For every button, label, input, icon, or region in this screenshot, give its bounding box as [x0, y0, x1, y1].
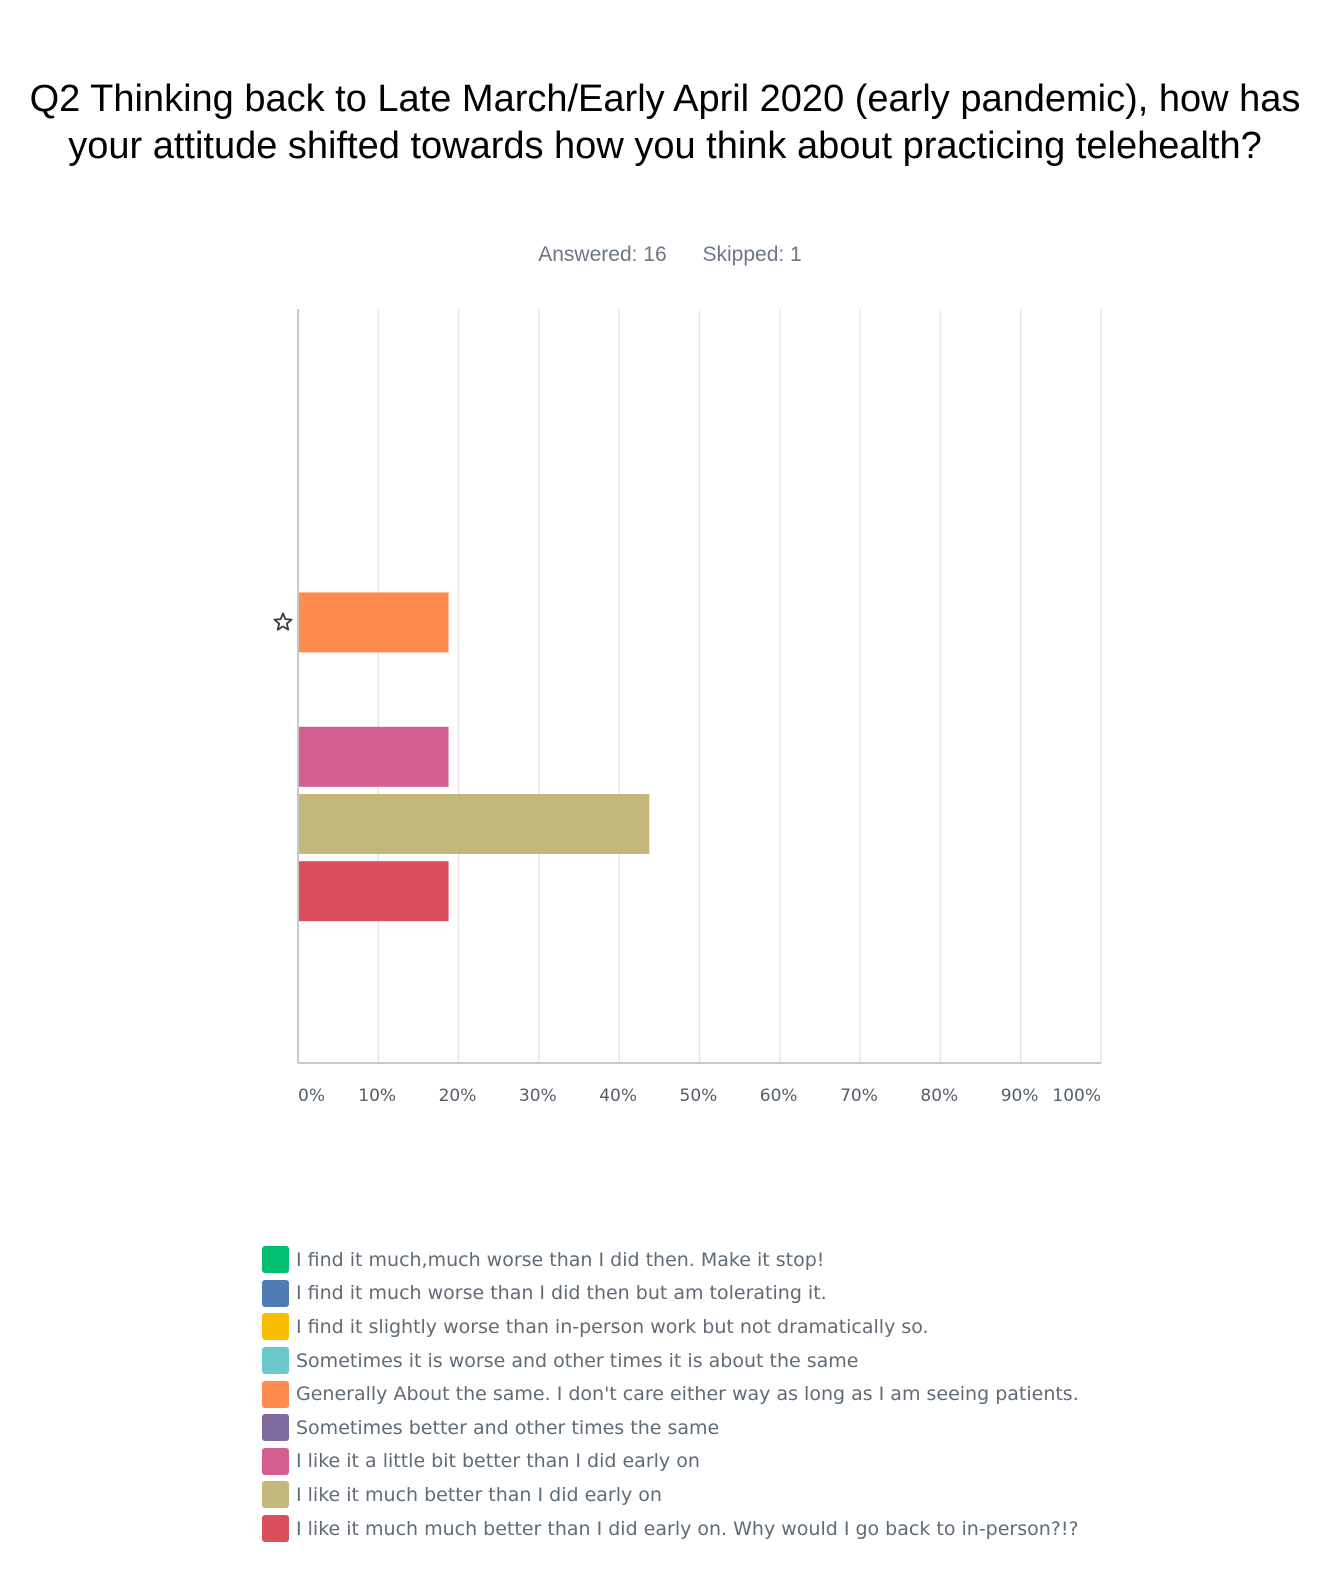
x-tick-label: 10% [358, 1086, 396, 1106]
legend-swatch [262, 1380, 289, 1408]
chart-bars [299, 592, 650, 922]
legend-label: I like it much better than I did early o… [296, 1483, 662, 1506]
chart-gridlines [377, 309, 1102, 1063]
legend-swatch [262, 1414, 289, 1442]
legend-label: I find it much,much worse than I did the… [296, 1248, 825, 1271]
legend-swatch [262, 1279, 289, 1307]
bar[interactable] [299, 726, 449, 787]
chart-legend: I find it much,much worse than I did the… [262, 1243, 1079, 1545]
bar[interactable] [299, 592, 449, 653]
chart-axis [297, 309, 1101, 1064]
legend-swatch [262, 1246, 289, 1274]
chart-markers [273, 612, 293, 631]
x-tick-label: 100% [1052, 1086, 1101, 1106]
legend-item: I like it much better than I did early o… [262, 1478, 1079, 1512]
x-tick-label: 40% [599, 1086, 637, 1106]
x-tick-label: 90% [1001, 1086, 1039, 1106]
legend-item: Sometimes it is worse and other times it… [262, 1344, 1079, 1378]
star-icon[interactable] [273, 612, 293, 631]
legend-label: I find it slightly worse than in-person … [296, 1315, 929, 1338]
legend-item: I find it much worse than I did then but… [262, 1277, 1079, 1311]
x-tick-label: 60% [760, 1086, 798, 1106]
legend-label: I like it a little bit better than I did… [296, 1450, 700, 1473]
legend-swatch [262, 1313, 289, 1341]
legend-item: I find it slightly worse than in-person … [262, 1310, 1079, 1344]
legend-label: Generally About the same. I don't care e… [296, 1383, 1079, 1406]
chart-title: Q2 Thinking back to Late March/Early Apr… [29, 78, 1301, 167]
bar[interactable] [299, 794, 650, 854]
legend-item: I like it a little bit better than I did… [262, 1445, 1079, 1479]
x-tick-label: 80% [920, 1086, 958, 1106]
legend-item: I like it much much better than I did ea… [262, 1512, 1079, 1546]
legend-swatch [262, 1347, 289, 1375]
x-tick-label: 50% [680, 1086, 718, 1106]
legend-item: Sometimes better and other times the sam… [262, 1411, 1079, 1445]
legend-item: Generally About the same. I don't care e… [262, 1377, 1079, 1411]
legend-label: I find it much worse than I did then but… [296, 1282, 827, 1305]
legend-swatch [262, 1515, 289, 1543]
x-tick-label: 20% [439, 1086, 477, 1106]
x-tick-label: 0% [298, 1086, 325, 1106]
skipped-count: Skipped: 1 [702, 243, 802, 266]
legend-swatch [262, 1447, 289, 1475]
legend-label: Sometimes it is worse and other times it… [296, 1349, 859, 1372]
legend-swatch [262, 1481, 289, 1509]
legend-label: I like it much much better than I did ea… [296, 1517, 1079, 1540]
x-tick-label: 70% [840, 1086, 878, 1106]
response-stats: Answered: 16 Skipped: 1 [0, 243, 1330, 267]
legend-item: I find it much,much worse than I did the… [262, 1243, 1079, 1277]
legend-label: Sometimes better and other times the sam… [296, 1416, 720, 1439]
bar[interactable] [299, 861, 449, 922]
answered-count: Answered: 16 [538, 243, 667, 266]
x-axis-tick-labels: 0% 10% 20% 30% 40% 50% 60% 70% 80% 90% 100% [298, 1086, 1101, 1106]
x-tick-label: 30% [519, 1086, 557, 1106]
